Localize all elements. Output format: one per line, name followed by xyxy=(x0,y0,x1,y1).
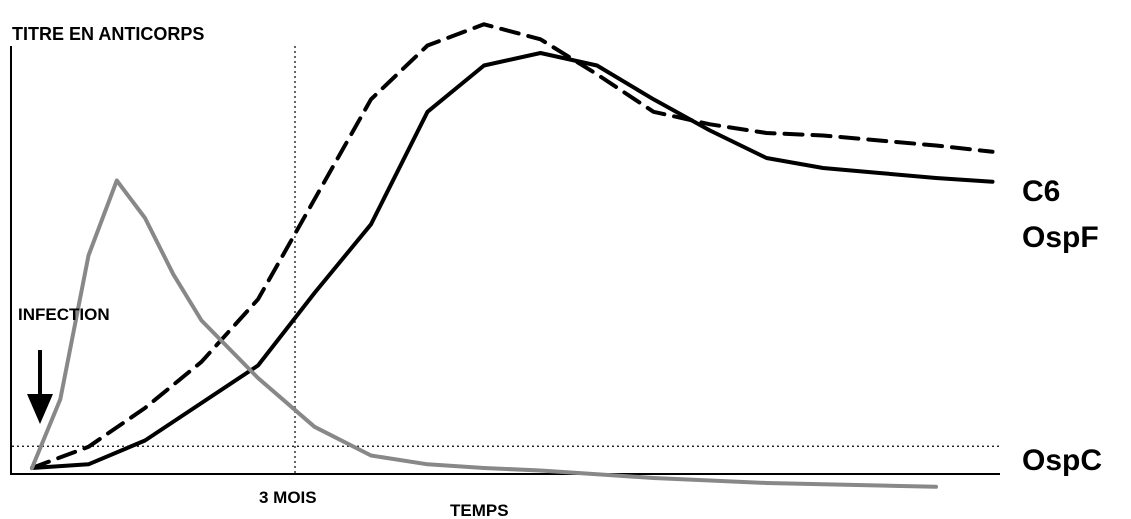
series-label-ospc: OspC xyxy=(1022,444,1102,477)
series-label-c6: C6 xyxy=(1022,175,1060,208)
series-line-ospc xyxy=(30,178,938,489)
x-marker-label: 3 MOIS xyxy=(259,488,317,507)
infection-arrow-icon xyxy=(27,394,53,424)
series-line-ospf xyxy=(30,51,995,470)
series-label-ospf: OspF xyxy=(1022,221,1099,254)
x-axis-label: TEMPS xyxy=(450,501,509,519)
y-axis-label: TITRE EN ANTICORPS xyxy=(12,24,204,44)
series-line-c6 xyxy=(30,22,995,470)
infection-label: INFECTION xyxy=(18,305,110,324)
